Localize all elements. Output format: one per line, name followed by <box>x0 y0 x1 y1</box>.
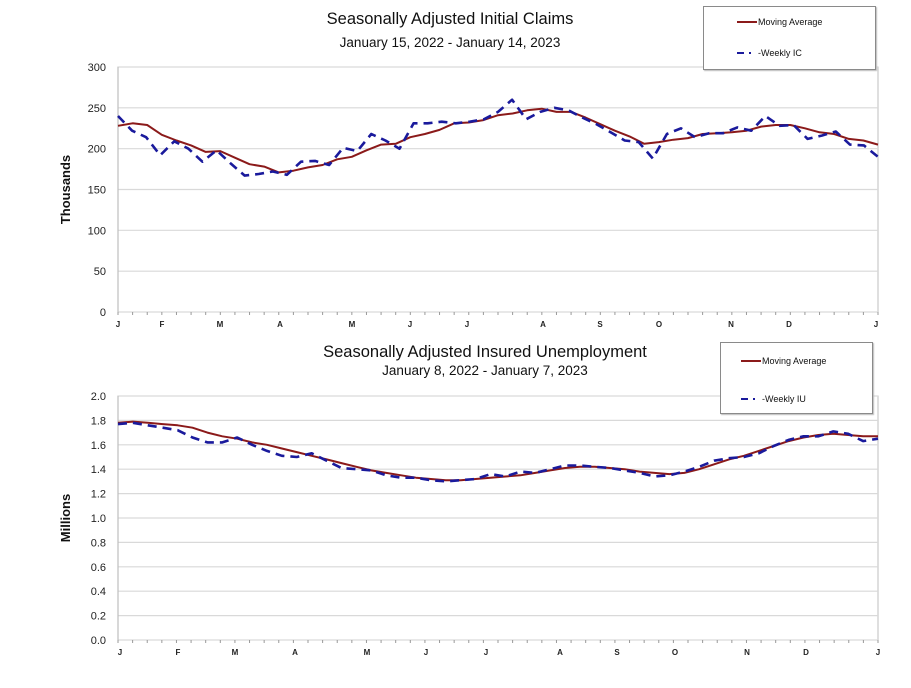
y-tick-label: 1.2 <box>91 489 106 501</box>
legend-item-moving-average: Moving Average <box>741 356 826 366</box>
x-tick-label: M <box>232 648 239 657</box>
dashed-line-icon <box>741 398 761 400</box>
y-tick-label: 1.6 <box>91 440 106 452</box>
x-tick-label: O <box>656 320 662 329</box>
x-tick-label: A <box>292 648 298 657</box>
solid-line-icon <box>741 360 761 362</box>
x-tick-label: D <box>803 648 809 657</box>
y-tick-label: 1.0 <box>91 513 106 525</box>
x-tick-label: J <box>116 320 120 329</box>
dashed-line-icon <box>737 52 757 54</box>
x-tick-label: M <box>349 320 356 329</box>
moving-average-line <box>117 420 878 482</box>
chart-subtitle: January 15, 2022 - January 14, 2023 <box>339 35 561 50</box>
y-tick-label: 0.8 <box>91 537 106 549</box>
x-tick-label: A <box>557 648 563 657</box>
chart-subtitle: January 8, 2022 - January 7, 2023 <box>382 363 588 378</box>
x-tick-label: D <box>786 320 792 329</box>
y-axis-title: Thousands <box>58 155 73 224</box>
y-tick-label: 100 <box>88 225 106 237</box>
x-tick-label: J <box>484 648 488 657</box>
y-tick-label: 0 <box>100 307 106 319</box>
x-tick-label: M <box>217 320 224 329</box>
y-tick-label: 0.6 <box>91 562 106 574</box>
x-tick-label: A <box>540 320 546 329</box>
weekly-series-line <box>117 98 879 177</box>
legend: Moving Average -Weekly IU <box>720 342 873 414</box>
x-tick-label: F <box>160 320 165 329</box>
x-tick-label: J <box>424 648 428 657</box>
legend-label: Moving Average <box>762 356 827 366</box>
y-tick-label: 50 <box>94 266 106 278</box>
chart-title: Seasonally Adjusted Initial Claims <box>326 10 574 28</box>
y-tick-label: 2.0 <box>91 391 106 403</box>
x-tick-label: J <box>874 320 878 329</box>
weekly-series-line <box>117 421 879 483</box>
y-tick-label: 300 <box>88 62 106 74</box>
y-tick-label: 200 <box>88 144 106 156</box>
y-tick-label: 150 <box>88 185 106 197</box>
chart-title: Seasonally Adjusted Insured Unemployment <box>323 343 647 361</box>
legend-item-weekly: -Weekly IC <box>737 48 802 58</box>
x-tick-label: O <box>672 648 678 657</box>
plot-area: 0.0 0.2 0.4 0.6 0.8 1.0 1.2 1.4 1.6 1.8 2.0 J F M A M J J… <box>58 391 880 657</box>
x-tick-label: A <box>277 320 283 329</box>
legend-item-weekly: -Weekly IU <box>741 394 806 404</box>
solid-line-icon <box>737 21 757 23</box>
y-tick-label: 250 <box>88 103 106 115</box>
x-tick-label: S <box>614 648 620 657</box>
y-tick-label: 0.2 <box>91 611 106 623</box>
y-axis-title: Millions <box>58 494 73 542</box>
legend: Moving Average -Weekly IC <box>703 6 876 70</box>
y-tick-label: 1.8 <box>91 415 106 427</box>
x-tick-label: M <box>364 648 371 657</box>
y-tick-label: 0.0 <box>91 635 106 647</box>
x-tick-label: N <box>728 320 734 329</box>
x-tick-label: J <box>118 648 122 657</box>
legend-label: -Weekly IC <box>758 48 802 58</box>
x-tick-label: J <box>876 648 880 657</box>
x-tick-label: J <box>465 320 469 329</box>
x-tick-label: N <box>744 648 750 657</box>
legend-label: Moving Average <box>758 17 823 27</box>
x-tick-label: J <box>408 320 412 329</box>
x-tick-label: F <box>176 648 181 657</box>
initial-claims-chart: Seasonally Adjusted Initial Claims Janua… <box>0 0 911 335</box>
insured-unemployment-chart: Seasonally Adjusted Insured Unemployment… <box>0 335 911 688</box>
x-tick-label: S <box>597 320 603 329</box>
legend-label: -Weekly IU <box>762 394 806 404</box>
plot-area: 0 50 100 150 200 250 300 J F M A M J J A S O N D J Thousands <box>58 62 879 329</box>
y-tick-label: 0.4 <box>91 586 106 598</box>
moving-average-line <box>117 107 879 174</box>
legend-item-moving-average: Moving Average <box>737 17 822 27</box>
y-tick-label: 1.4 <box>91 464 106 476</box>
